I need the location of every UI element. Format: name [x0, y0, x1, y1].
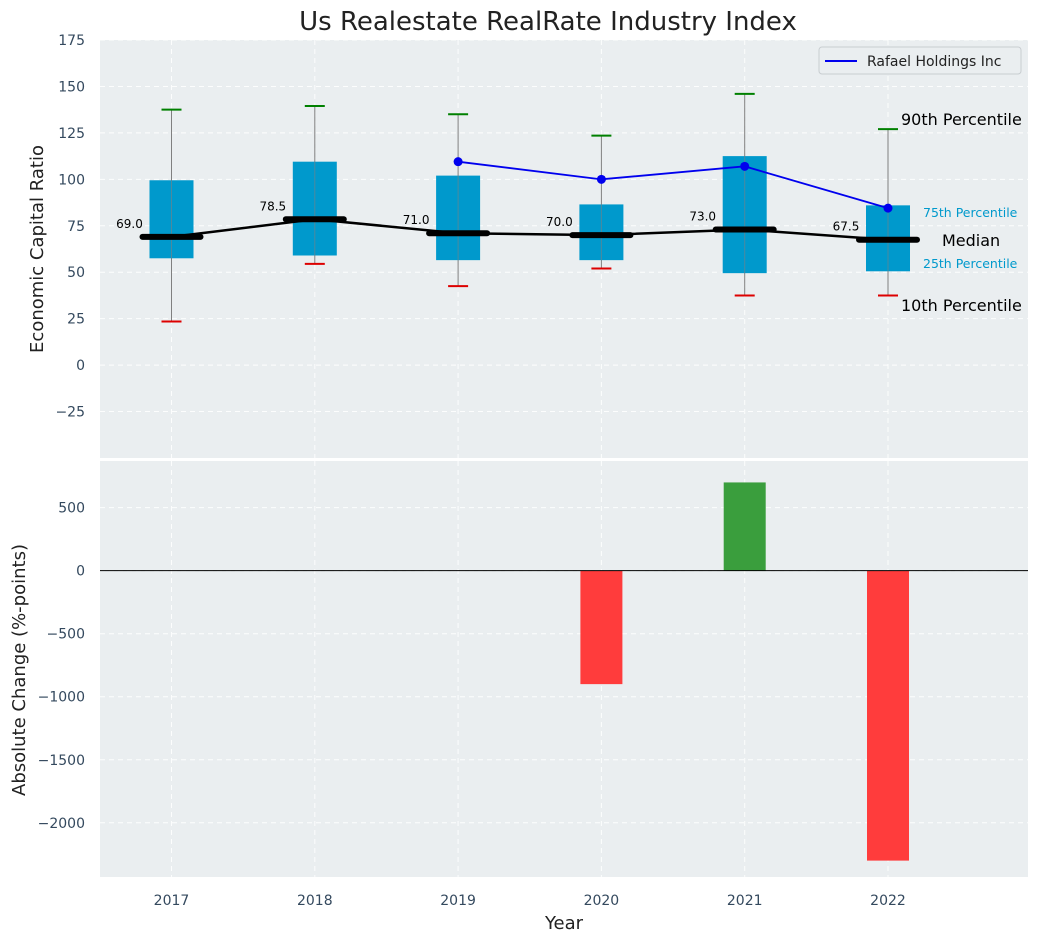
median-value-label: 73.0: [689, 209, 716, 223]
median-value-label: 67.5: [833, 220, 860, 234]
change-bar: [580, 570, 623, 685]
box-plot-boxes: [149, 92, 910, 323]
x-tick-label: 2017: [154, 893, 190, 909]
company-point: [453, 157, 463, 167]
bottom-y-axis-label: Absolute Change (%-points): [9, 544, 30, 796]
x-tick-label: 2019: [440, 893, 476, 909]
y-tick-label: 0: [76, 358, 85, 374]
median-value-labels: 69.0 78.5 71.0 70.0 73.0 67.5: [116, 199, 859, 233]
bar-plot-y-ticks: −2000 −1500 −1000 −500 0 500: [38, 501, 85, 832]
median-value-label: 78.5: [259, 199, 286, 213]
company-point: [883, 203, 893, 213]
y-tick-label: 75: [67, 219, 85, 235]
box-plot-y-ticks: −25 0 25 50 75 100 125 150 175: [55, 33, 85, 421]
annotation-25th-percentile: 25th Percentile: [923, 256, 1018, 271]
y-tick-label: −2000: [38, 816, 85, 832]
top-y-axis-label: Economic Capital Ratio: [27, 145, 48, 353]
annotation-median: Median: [942, 231, 1000, 250]
median-value-label: 71.0: [403, 213, 430, 227]
y-tick-label: 25: [67, 312, 85, 328]
y-tick-label: 150: [58, 79, 85, 95]
x-tick-label: 2020: [584, 893, 620, 909]
bar-plot-bars: [100, 482, 1028, 861]
x-axis-ticks: 2017 2018 2019 2020 2021 2022: [154, 893, 906, 909]
y-tick-label: −25: [55, 405, 85, 421]
company-line: [457, 160, 889, 209]
median-value-label: 70.0: [546, 215, 573, 229]
change-bar-panel: −2000 −1500 −1000 −500 0 500 2017 2018 2019 2020…: [9, 461, 1028, 934]
y-tick-label: −500: [47, 627, 85, 643]
company-point: [596, 174, 606, 184]
x-tick-label: 2021: [727, 893, 763, 909]
x-tick-label: 2022: [870, 893, 906, 909]
company-point: [740, 161, 750, 171]
box-plot-panel: −25 0 25 50 75 100 125 150 175 69.0 78.5 71.0 70.0 7…: [27, 33, 1028, 458]
y-tick-label: 125: [58, 126, 85, 142]
company-series: [453, 157, 893, 213]
median-value-label: 69.0: [116, 217, 143, 231]
y-tick-label: 100: [58, 172, 85, 188]
change-bar: [867, 570, 909, 861]
legend: Rafael Holdings Inc: [818, 46, 1022, 75]
y-tick-label: −1000: [38, 690, 85, 706]
annotation-10th-percentile: 10th Percentile: [901, 296, 1022, 315]
y-tick-label: 500: [58, 501, 85, 517]
x-axis-label: Year: [544, 913, 584, 934]
annotation-90th-percentile: 90th Percentile: [901, 110, 1022, 129]
legend-box: [818, 46, 1022, 75]
y-tick-label: 0: [76, 564, 85, 580]
y-tick-label: −1500: [38, 753, 85, 769]
legend-entry-rafael-holdings: Rafael Holdings Inc: [867, 54, 1001, 70]
x-tick-label: 2018: [297, 893, 333, 909]
chart-title: Us Realestate RealRate Industry Index: [299, 7, 797, 37]
y-tick-label: 175: [58, 33, 85, 49]
change-bar: [723, 482, 766, 571]
median-trend: [139, 216, 920, 243]
y-tick-label: 50: [67, 265, 85, 281]
annotation-75th-percentile: 75th Percentile: [923, 205, 1018, 220]
